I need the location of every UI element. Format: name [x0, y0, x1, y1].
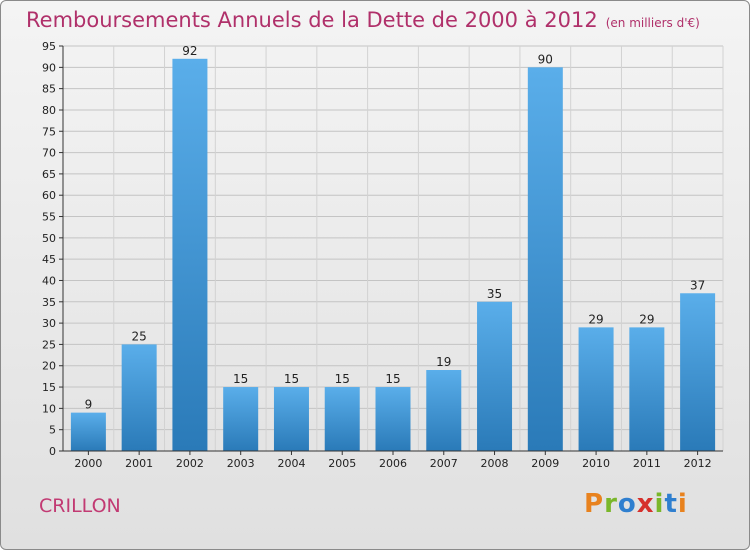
- bar: [527, 67, 563, 451]
- logo-letter: o: [617, 489, 637, 519]
- bar-value-label: 15: [233, 372, 248, 386]
- x-tick-label: 2008: [481, 457, 509, 470]
- y-tick-label: 0: [49, 445, 56, 458]
- x-tick-label: 2007: [430, 457, 458, 470]
- chart-title: Remboursements Annuels de la Dette de 20…: [26, 8, 598, 32]
- y-tick-label: 20: [42, 360, 56, 373]
- logo-letter: i: [677, 489, 688, 519]
- y-tick-label: 75: [42, 125, 56, 138]
- bar: [324, 387, 360, 451]
- bar-value-label: 15: [385, 372, 400, 386]
- x-tick-label: 2001: [125, 457, 153, 470]
- x-tick-label: 2002: [176, 457, 204, 470]
- x-tick-label: 2009: [531, 457, 559, 470]
- y-tick-label: 85: [42, 83, 56, 96]
- title-row: Remboursements Annuels de la Dette de 20…: [26, 8, 700, 32]
- y-tick-label: 95: [42, 40, 56, 53]
- bar: [223, 387, 259, 451]
- x-tick-label: 2005: [328, 457, 356, 470]
- bar: [70, 412, 106, 451]
- y-tick-label: 70: [42, 147, 56, 160]
- bar: [172, 58, 208, 451]
- y-tick-label: 40: [42, 274, 56, 287]
- y-tick-label: 90: [42, 61, 56, 74]
- bar: [629, 327, 665, 451]
- x-tick-label: 2010: [582, 457, 610, 470]
- bars: [70, 58, 716, 451]
- x-tick-label: 2012: [684, 457, 712, 470]
- y-tick-label: 5: [49, 424, 56, 437]
- commune-name: CRILLON: [39, 495, 121, 517]
- logo-letter: t: [664, 489, 678, 519]
- bar-value-label: 29: [639, 312, 654, 326]
- chart-subtitle: (en milliers d'€): [605, 16, 700, 30]
- y-tick-label: 30: [42, 317, 56, 330]
- bar-value-label: 92: [182, 44, 197, 58]
- bar-value-label: 9: [85, 398, 93, 412]
- logo-letter: i: [654, 489, 665, 519]
- x-tick-label: 2003: [227, 457, 255, 470]
- bar: [578, 327, 614, 451]
- bar-value-label: 15: [335, 372, 350, 386]
- bar-value-label: 35: [487, 287, 502, 301]
- bar-value-label: 19: [436, 355, 451, 369]
- bar: [680, 293, 716, 451]
- y-tick-label: 10: [42, 402, 56, 415]
- y-tick-label: 80: [42, 104, 56, 117]
- proxiti-logo: Proxiti: [584, 489, 688, 519]
- axes: [59, 45, 723, 455]
- logo-letter: P: [584, 489, 605, 519]
- y-tick-label: 50: [42, 232, 56, 245]
- y-tick-label: 65: [42, 168, 56, 181]
- y-tick-label: 35: [42, 296, 56, 309]
- logo-letter: r: [604, 489, 618, 519]
- y-tick-label: 60: [42, 189, 56, 202]
- bar-value-label: 37: [690, 278, 705, 292]
- y-tick-label: 55: [42, 211, 56, 224]
- bar: [121, 344, 157, 451]
- bar: [375, 387, 411, 451]
- y-tick-label: 15: [42, 381, 56, 394]
- y-tick-label: 45: [42, 253, 56, 266]
- bar: [426, 370, 462, 451]
- x-tick-label: 2000: [74, 457, 102, 470]
- x-tick-label: 2006: [379, 457, 407, 470]
- x-tick-label: 2011: [633, 457, 661, 470]
- bar-value-label: 90: [538, 52, 553, 66]
- bar-value-label: 15: [284, 372, 299, 386]
- bar-value-label: 25: [132, 329, 147, 343]
- logo-letter: x: [636, 489, 655, 519]
- labels: 0510152025303540455055606570758085909592…: [42, 40, 712, 470]
- x-tick-label: 2004: [277, 457, 305, 470]
- bar: [273, 387, 309, 451]
- y-tick-label: 25: [42, 338, 56, 351]
- bar-value-label: 29: [588, 312, 603, 326]
- bar: [477, 301, 513, 451]
